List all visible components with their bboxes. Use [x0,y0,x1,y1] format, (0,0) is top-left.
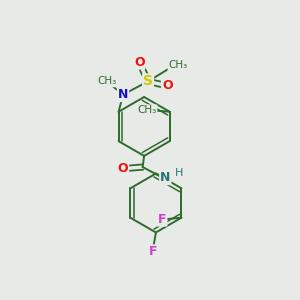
Text: CH₃: CH₃ [169,60,188,70]
Text: O: O [162,79,172,92]
Text: N: N [160,171,170,184]
Text: H: H [175,168,183,178]
Text: S: S [143,74,153,88]
Text: N: N [118,88,128,101]
Text: CH₃: CH₃ [97,76,116,86]
Text: F: F [149,245,157,258]
Text: O: O [134,56,145,69]
Text: O: O [118,162,128,175]
Text: CH₃: CH₃ [137,105,157,115]
Text: F: F [158,213,166,226]
